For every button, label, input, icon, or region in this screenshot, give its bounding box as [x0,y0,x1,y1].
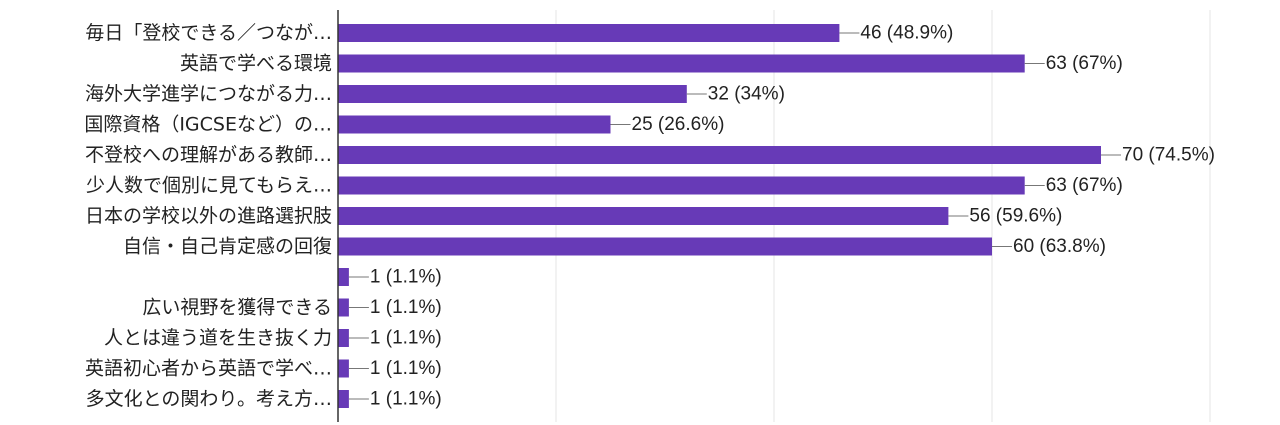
data-label: 1 (1.1%) [370,389,442,410]
bar[interactable] [338,298,349,317]
category-label: 日本の学校以外の進路選択肢 [85,205,332,227]
data-label: 1 (1.1%) [370,328,442,349]
bar[interactable] [338,54,1025,73]
category-label: 英語で学べる環境 [180,53,332,75]
category-label: 自信・自己肯定感の回復 [123,236,332,258]
data-label: 70 (74.5%) [1122,145,1215,166]
data-label: 63 (67%) [1046,53,1123,74]
category-label: 広い視野を獲得できる [142,297,332,319]
data-label: 46 (48.9%) [860,23,953,44]
category-label: 国際資格（IGCSEなど）の… [84,114,332,136]
data-label: 60 (63.8%) [1013,236,1106,257]
category-label: 不登校への理解がある教師… [85,144,332,166]
bar[interactable] [338,146,1101,164]
category-label: 多文化との関わり。考え方… [86,388,332,410]
data-label: 1 (1.1%) [370,267,442,288]
data-label: 56 (59.6%) [969,206,1062,227]
data-label: 1 (1.1%) [370,358,442,379]
bar[interactable] [338,390,349,408]
category-label: 人とは違う道を生き抜く力 [104,327,332,349]
bar[interactable] [338,237,992,256]
bar[interactable] [338,359,349,378]
bar[interactable] [338,85,687,103]
data-label: 1 (1.1%) [370,297,442,318]
category-label: 海外大学進学につながる力… [85,83,332,105]
category-label: 毎日「登校できる／つなが… [85,22,332,44]
data-label: 32 (34%) [708,84,785,105]
data-label: 25 (26.6%) [632,114,725,135]
category-label: 少人数で個別に見てもらえ… [86,175,332,197]
data-label: 63 (67%) [1046,175,1123,196]
category-label: 英語初心者から英語で学べ… [85,358,332,380]
bar[interactable] [338,268,349,286]
bar[interactable] [338,329,349,347]
bar[interactable] [338,207,949,225]
bar[interactable] [338,176,1025,195]
bar[interactable] [338,115,611,134]
bar[interactable] [338,24,840,42]
